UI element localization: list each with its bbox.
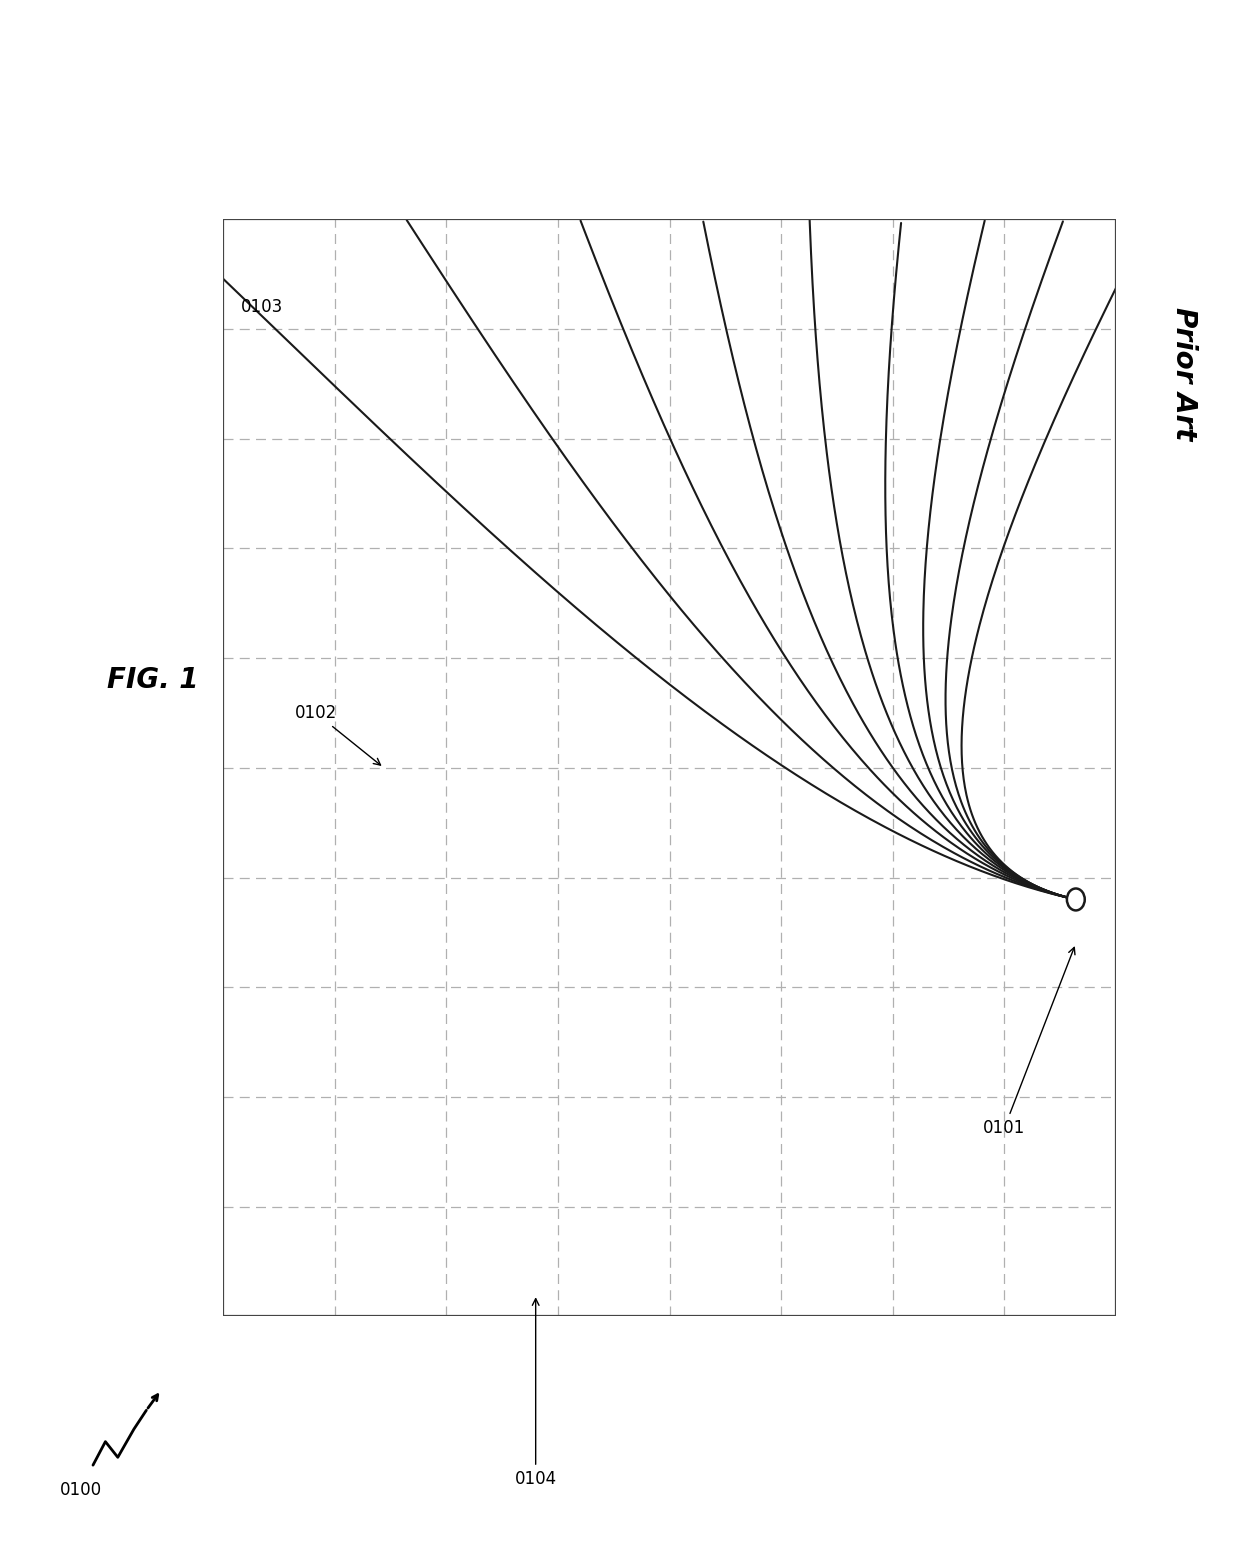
Text: 0101: 0101 (983, 948, 1075, 1136)
Text: 0104: 0104 (515, 1299, 557, 1487)
Text: 0103: 0103 (241, 298, 283, 317)
Text: 0102: 0102 (295, 704, 381, 765)
Text: 0100: 0100 (60, 1481, 102, 1498)
Text: FIG. 1: FIG. 1 (107, 666, 198, 694)
Circle shape (1066, 888, 1085, 910)
Text: Prior Art: Prior Art (1171, 307, 1198, 440)
